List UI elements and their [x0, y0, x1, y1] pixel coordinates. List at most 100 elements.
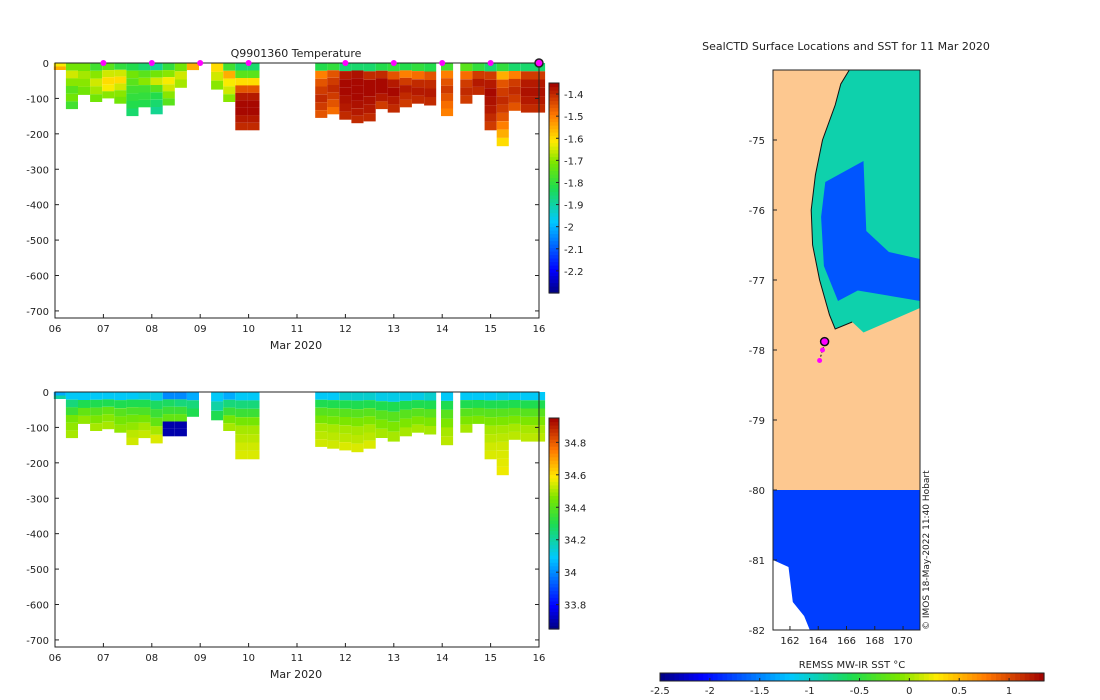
salinity-profile-cell: [484, 425, 497, 434]
sst-colorbar-segment: [765, 673, 771, 681]
sst-colorbar-frame: [659, 672, 1045, 682]
sst-colorbar-segment: [876, 673, 882, 681]
salinity-colorbar-segment: [549, 600, 559, 605]
sst-colorbar-segment: [775, 673, 781, 681]
sst-colorbar-segment: [1005, 673, 1011, 681]
salinity-profile-cell: [351, 400, 364, 410]
salinity-colorbar-segment: [549, 460, 559, 465]
temperature-profile-cell: [78, 78, 91, 87]
salinity-profile-cell: [460, 424, 473, 433]
salinity-profile-cell: [138, 422, 151, 431]
map-xtick-label: 166: [837, 636, 856, 647]
salinity-profile-cell: [411, 416, 424, 425]
salinity-profile-cell: [90, 415, 103, 424]
salinity-profile-cell: [126, 414, 139, 423]
temperature-colorbar-segment: [549, 181, 559, 186]
salinity-profile-cell: [126, 437, 139, 446]
salinity-y-ticks: 0 -100 -200 -300 -400 -500 -600 -700: [26, 388, 539, 647]
temperature-profile-cell: [126, 78, 139, 86]
sst-colorbar-segment: [948, 673, 954, 681]
salinity-profile-cell: [138, 392, 151, 400]
salinity-colorbar-segment: [549, 513, 559, 518]
salinity-colorbar: 34.8 34.6 34.4 34.2 34 33.8: [548, 417, 586, 630]
temperature-colorbar-segment: [549, 244, 559, 249]
salinity-colorbar-segment: [549, 576, 559, 581]
temperature-colorbar-segment: [549, 177, 559, 182]
sst-colorbar-segment: [679, 673, 685, 681]
salinity-colorbar-segment: [549, 470, 559, 475]
salinity-profile-cell: [472, 407, 485, 416]
temperature-xtick-label: 10: [242, 324, 255, 335]
temperature-profile-cell: [363, 96, 376, 105]
salinity-colorbar-segment: [549, 551, 559, 556]
temperature-colorbar-segment: [549, 230, 559, 235]
temperature-profile-cell: [211, 80, 224, 90]
temperature-colorbar-segment: [549, 104, 559, 109]
surface-marker: [100, 60, 107, 66]
salinity-profile-cell: [223, 415, 236, 424]
temperature-profile-cell: [375, 86, 388, 94]
salinity-colorbar-tick-label: 34: [564, 568, 577, 579]
temperature-colorbar-segment: [549, 121, 559, 126]
temperature-profile-cell: [235, 78, 248, 86]
salinity-profile-cell: [150, 434, 163, 444]
temperature-profile-cell: [102, 77, 115, 85]
salinity-profile-cell: [114, 392, 127, 401]
temperature-profile-cell: [424, 88, 437, 97]
sst-colorbar-segment: [684, 673, 690, 681]
sst-colorbar-segment: [664, 673, 671, 681]
temperature-profile-cell: [484, 79, 497, 89]
salinity-profile-cell: [150, 400, 163, 410]
salinity-xtick-label: 12: [339, 653, 352, 664]
salinity-profile-cell: [102, 392, 115, 400]
salinity-profile-cell: [102, 399, 115, 407]
surface-marker: [245, 60, 252, 66]
salinity-profile-cell: [387, 431, 400, 442]
salinity-profile-cell: [484, 408, 497, 418]
salinity-profile-cell: [162, 414, 175, 422]
temperature-profile-cell: [315, 63, 328, 71]
salinity-colorbar-segment: [549, 453, 559, 458]
sst-colorbar-tick-label: 0.5: [951, 686, 967, 697]
salinity-profile-cell: [78, 400, 91, 408]
temperature-colorbar-segment: [549, 275, 559, 280]
temperature-profile-cell: [247, 107, 260, 116]
salinity-colorbar-segment: [549, 488, 559, 493]
temperature-profile-cell: [53, 63, 66, 67]
temperature-colorbar-segment: [549, 247, 559, 252]
temperature-profile-cell: [399, 85, 412, 93]
temperature-y-ticks: 0 -100 -200 -300 -400 -500 -600 -700: [26, 59, 539, 318]
temperature-profile-cell: [399, 70, 412, 78]
temperature-profile-cell: [484, 88, 497, 97]
salinity-colorbar-segment: [549, 523, 559, 528]
temperature-profile-cell: [126, 85, 139, 94]
temperature-profile-cell: [351, 100, 364, 109]
temperature-profile-cell: [114, 63, 127, 70]
salinity-colorbar-segment: [549, 495, 559, 500]
salinity-profile-cell: [223, 399, 236, 408]
salinity-colorbar-segment: [549, 586, 559, 591]
salinity-colorbar-segment: [549, 484, 559, 489]
temperature-profile-cell: [247, 92, 260, 101]
temperature-xtick-label: 08: [145, 324, 158, 335]
temperature-profile-cell: [496, 104, 509, 113]
temperature-profile-cell: [441, 63, 454, 71]
salinity-profile-cell: [363, 408, 376, 417]
salinity-profile-cell: [411, 392, 424, 401]
temperature-profile-cell: [484, 121, 497, 131]
sst-colorbar-tick-label: 0: [906, 686, 912, 697]
salinity-profile-cell: [174, 428, 187, 437]
salinity-colorbar-segment: [549, 555, 559, 560]
salinity-profile-cell: [399, 427, 412, 437]
sst-colorbar-segment: [703, 673, 709, 681]
temperature-profile-cell: [65, 78, 78, 86]
temperature-colorbar-segment: [549, 289, 559, 294]
temperature-profile-cell: [411, 71, 424, 80]
salinity-profile-cell: [424, 400, 437, 409]
temperature-profile-cell: [399, 92, 412, 100]
temperature-profile-cell: [496, 121, 509, 130]
salinity-profile-cell: [150, 409, 163, 418]
temperature-colorbar-segment: [549, 254, 559, 259]
salinity-colorbar-segment: [549, 527, 559, 532]
temperature-profile-cell: [520, 96, 533, 105]
